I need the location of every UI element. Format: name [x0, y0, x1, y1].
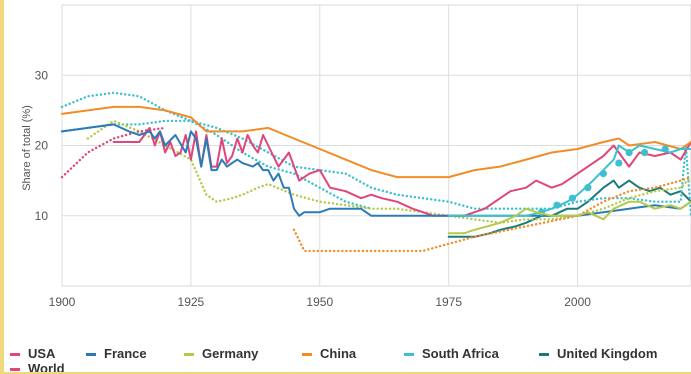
- legend-item-china[interactable]: China: [302, 346, 356, 361]
- legend-label: France: [104, 346, 147, 361]
- series-line-world: [60, 126, 167, 179]
- y-tick-label: 10: [35, 209, 49, 223]
- series-line-germany: [447, 200, 691, 235]
- y-tick-label: 20: [35, 139, 49, 153]
- data-point-marker: [661, 145, 669, 153]
- legend-label: World: [28, 361, 65, 372]
- legend-swatch: [10, 353, 20, 357]
- legend-item-south-africa[interactable]: South Africa: [404, 346, 499, 361]
- x-tick-label: 1925: [178, 295, 205, 309]
- data-point-marker: [615, 159, 623, 167]
- y-axis-title: Share of total (%): [21, 105, 33, 191]
- series-lines: [60, 91, 691, 253]
- data-point-marker: [640, 148, 649, 157]
- legend-item-usa[interactable]: USA: [10, 346, 55, 361]
- series-line-south-africa-dotted-b: [60, 119, 691, 218]
- line-chart: 1900 1925 1950 1975 2000 10 20 30 Share of tota…: [21, 4, 691, 309]
- series-line-china: [61, 105, 691, 179]
- grid: [61, 4, 691, 287]
- legend-item-france[interactable]: France: [86, 346, 147, 361]
- axis-ticks: 1900 1925 1950 1975 2000 10 20 30: [35, 68, 592, 309]
- legend-swatch: [10, 368, 20, 372]
- data-point-marker: [599, 170, 607, 178]
- legend-label: Germany: [202, 346, 259, 361]
- x-tick-label: 2000: [564, 295, 591, 309]
- data-point-marker: [584, 184, 592, 192]
- series-line-south-africa-dotted-a: [60, 91, 373, 210]
- y-tick-label: 30: [35, 68, 49, 82]
- legend-swatch: [404, 353, 414, 357]
- legend-swatch: [86, 353, 96, 357]
- data-point-marker: [625, 148, 633, 157]
- chart-frame: 1900 1925 1950 1975 2000 10 20 30 Share of tota…: [4, 0, 691, 372]
- legend-label: United Kingdom: [557, 346, 658, 361]
- series-line-usa: [112, 126, 691, 217]
- data-point-marker: [553, 201, 561, 209]
- x-tick-label: 1975: [435, 295, 462, 309]
- series-line-china-dotted: [292, 175, 691, 253]
- legend-label: South Africa: [422, 346, 499, 361]
- x-tick-label: 1900: [49, 295, 76, 309]
- legend: USA France Germany China South Africa United …: [10, 344, 691, 372]
- legend-swatch: [184, 353, 194, 357]
- legend-item-germany[interactable]: Germany: [184, 346, 258, 361]
- legend-label: China: [320, 346, 357, 361]
- x-tick-label: 1950: [306, 295, 333, 309]
- series-line-south-africa: [447, 144, 691, 217]
- legend-label: USA: [28, 346, 56, 361]
- legend-item-united-kingdom[interactable]: United Kingdom: [539, 346, 657, 361]
- legend-item-world[interactable]: World: [10, 361, 65, 372]
- legend-swatch: [302, 353, 312, 357]
- series-line-france: [61, 123, 691, 217]
- series-line-germany-dotted: [86, 119, 691, 225]
- legend-swatch: [539, 353, 549, 357]
- data-point-marker: [568, 194, 577, 202]
